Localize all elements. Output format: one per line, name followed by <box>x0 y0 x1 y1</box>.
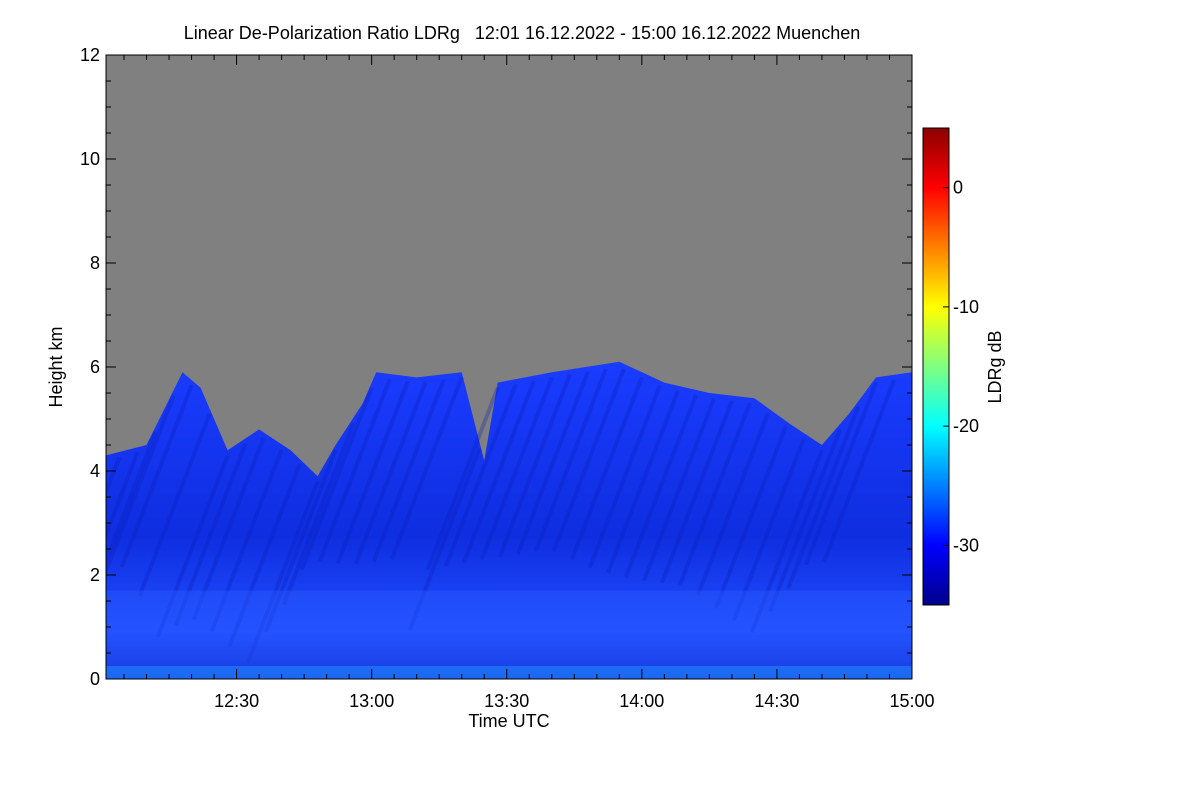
fall-streak <box>696 412 770 596</box>
fall-streak <box>353 380 428 565</box>
fall-streak <box>515 371 590 555</box>
fall-streak <box>606 390 680 574</box>
y-tick-label: 8 <box>90 253 100 273</box>
x-tick-label: 14:00 <box>619 691 664 711</box>
colorbar-ticks: 0 -10 -20 -30 <box>943 178 979 555</box>
fall-streaks <box>106 368 896 665</box>
fall-streak <box>443 383 518 568</box>
fall-streak <box>732 437 806 622</box>
x-tick-label: 13:30 <box>484 691 529 711</box>
fall-streak <box>479 376 554 561</box>
fall-streak <box>281 421 356 606</box>
fall-streak <box>768 428 842 613</box>
fall-streak <box>227 463 302 647</box>
chart-title: Linear De-Polarization Ratio LDRg 12:01 … <box>184 23 860 43</box>
fall-streak <box>389 376 464 561</box>
fall-streak <box>106 394 176 577</box>
fall-streak <box>660 400 734 584</box>
x-tick-label: 12:30 <box>214 691 259 711</box>
x-axis-label: Time UTC <box>468 711 549 731</box>
fall-streak <box>822 379 896 563</box>
colorbar: 0 -10 -20 -30 LDRg dB <box>922 127 1005 606</box>
fall-streak <box>191 436 266 621</box>
x-tick-label: 13:00 <box>349 691 394 711</box>
fall-streak <box>551 368 626 552</box>
y-tick-label: 12 <box>80 45 100 65</box>
fall-streak <box>137 413 212 597</box>
colorbar-gradient <box>922 127 950 606</box>
colorbar-tick-label: 0 <box>953 178 963 198</box>
surface-layer <box>106 666 912 679</box>
fall-streak <box>299 387 374 571</box>
fall-streak <box>245 480 320 665</box>
fall-streak <box>624 394 698 578</box>
fall-streak <box>533 368 608 552</box>
y-tick-label: 10 <box>80 149 100 169</box>
fall-streak <box>587 384 662 569</box>
y-tick-label: 6 <box>90 357 100 377</box>
fall-streak <box>804 381 878 566</box>
colorbar-label: LDRg dB <box>985 330 1005 403</box>
near-ground-layer <box>106 590 912 679</box>
fall-streak <box>335 380 410 565</box>
fall-streak <box>569 376 644 561</box>
cloud-region <box>106 361 912 679</box>
colorbar-tick-label: -20 <box>953 416 979 436</box>
fall-streak <box>371 378 446 563</box>
colorbar-tick-label: -10 <box>953 297 979 317</box>
x-axis: 12:30 13:00 13:30 14:00 14:30 15:00 <box>123 55 935 711</box>
x-tick-label: 14:30 <box>754 691 799 711</box>
y-tick-label: 0 <box>90 669 100 689</box>
y-axis-label: Height km <box>46 326 66 407</box>
fall-streak <box>642 397 716 582</box>
fall-streak <box>678 402 752 586</box>
y-axis: 0 2 4 6 8 10 12 <box>80 45 912 689</box>
fall-streak <box>425 387 500 571</box>
y-tick-label: 4 <box>90 461 100 481</box>
x-tick-label: 15:00 <box>889 691 934 711</box>
fall-streak <box>119 384 194 568</box>
boundary-layer <box>106 590 912 679</box>
fall-streak <box>317 378 392 562</box>
fall-streak <box>714 425 788 609</box>
fall-streak <box>750 449 824 633</box>
fall-streak <box>497 373 572 558</box>
fall-streak <box>106 456 122 498</box>
fall-streak <box>263 449 338 633</box>
colorbar-tick-label: -30 <box>953 535 979 555</box>
fall-streak <box>155 454 230 639</box>
fall-streak <box>173 442 248 627</box>
fall-streak <box>209 448 284 633</box>
plot-area <box>106 55 912 679</box>
fall-streak <box>461 380 536 564</box>
fall-streak <box>106 451 140 540</box>
fall-streak <box>106 431 158 567</box>
y-tick-label: 2 <box>90 565 100 585</box>
fall-streak <box>407 447 482 631</box>
fall-streak <box>786 406 860 590</box>
